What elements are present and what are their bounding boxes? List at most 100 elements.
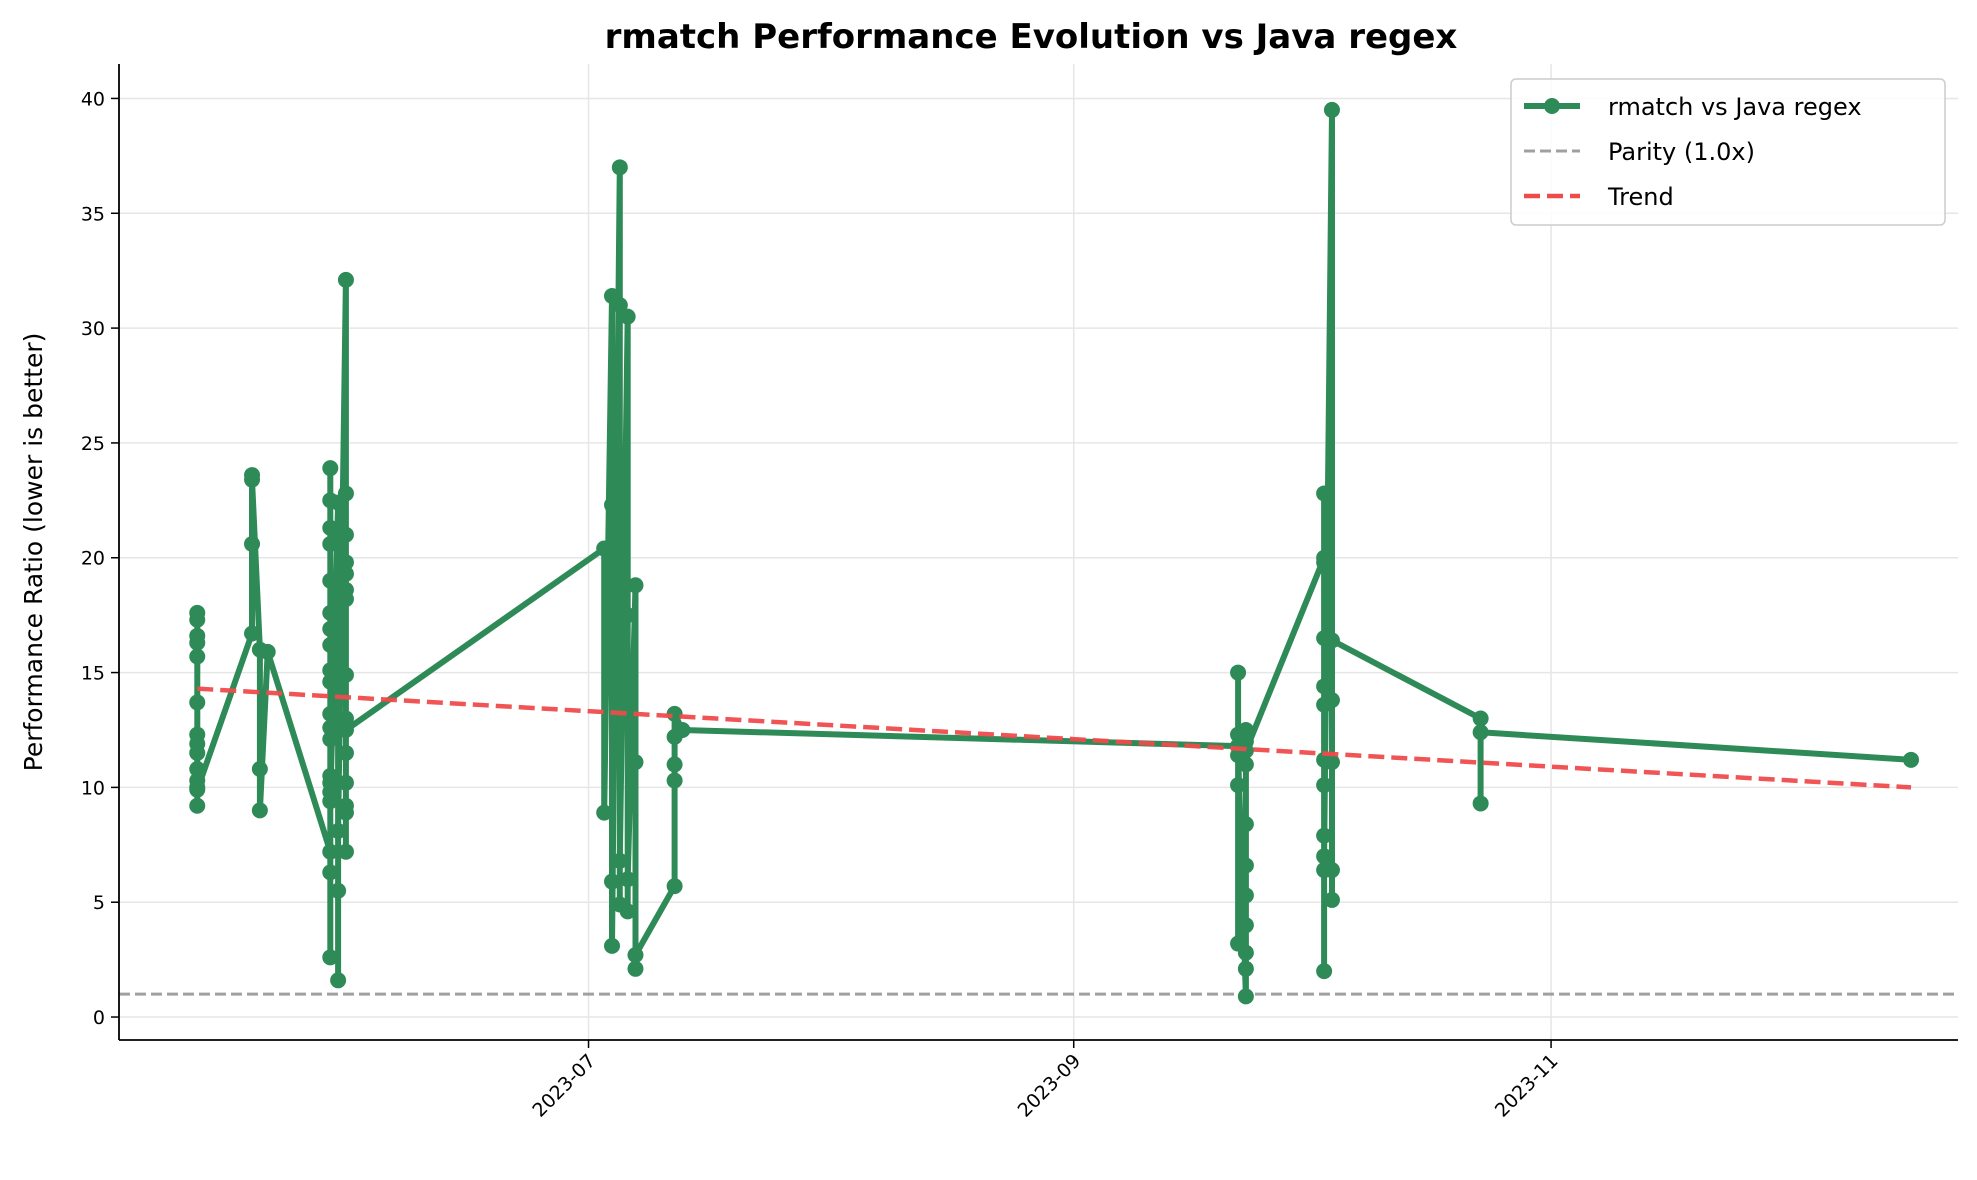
y-tick-label: 30 [81, 318, 105, 340]
data-point [189, 634, 206, 651]
data-point [1230, 777, 1247, 794]
data-point [322, 731, 339, 748]
data-point [1316, 827, 1333, 844]
data-point [322, 620, 339, 637]
data-point [244, 625, 261, 642]
data-point [330, 823, 347, 840]
data-point [1903, 751, 1920, 768]
data-point [1237, 917, 1254, 934]
data-point [611, 852, 628, 869]
x-tick-label: 2023-11 [1491, 1050, 1563, 1122]
data-point [627, 754, 644, 771]
data-point [337, 591, 354, 608]
data-point [337, 797, 354, 814]
data-point [1237, 816, 1254, 833]
y-tick-label: 15 [81, 663, 105, 685]
data-point [1316, 963, 1333, 980]
data-point [1323, 754, 1340, 771]
data-point [189, 781, 206, 798]
data-point [322, 719, 339, 736]
data-point [1472, 710, 1489, 727]
data-point [259, 643, 276, 660]
data-point [1316, 485, 1333, 502]
data-point [1323, 101, 1340, 118]
chart-title: rmatch Performance Evolution vs Java reg… [605, 17, 1458, 57]
data-point [189, 611, 206, 628]
data-point [337, 710, 354, 727]
data-point [666, 756, 683, 773]
data-point [627, 960, 644, 977]
data-point [322, 774, 339, 791]
y-tick-label: 25 [81, 433, 105, 455]
data-point [604, 496, 621, 513]
legend-items: rmatch vs Java regex Parity (1.0x) Trend [1524, 93, 1862, 211]
data-point [1472, 724, 1489, 741]
data-point [337, 554, 354, 571]
data-point [322, 793, 339, 810]
data-point [1237, 721, 1254, 738]
data-point [1323, 692, 1340, 709]
data-point [604, 937, 621, 954]
trend-line [197, 686, 1912, 790]
data-point [189, 648, 206, 665]
data-point [1237, 756, 1254, 773]
data-point [337, 485, 354, 502]
legend-label: Trend [1607, 183, 1674, 211]
data-point [604, 873, 621, 890]
data-point [1237, 857, 1254, 874]
data-point [1316, 848, 1333, 865]
data-point [1472, 795, 1489, 812]
data-point [337, 271, 354, 288]
y-tick-label: 5 [93, 892, 105, 914]
data-point [619, 308, 636, 325]
y-tick-label: 0 [93, 1007, 105, 1029]
data-point [322, 604, 339, 621]
legend-label: rmatch vs Java regex [1608, 93, 1862, 121]
legend-box [1510, 78, 1946, 226]
data-point [322, 864, 339, 881]
data-point [666, 772, 683, 789]
data-point [1323, 862, 1340, 879]
data-point [337, 774, 354, 791]
data-point [322, 519, 339, 536]
data-point [244, 471, 261, 488]
data-point [1237, 887, 1254, 904]
data-point [1237, 944, 1254, 961]
data-point [1323, 891, 1340, 908]
data-point [189, 761, 206, 778]
series-line [194, 106, 1914, 1000]
y-tick-label: 20 [81, 548, 105, 570]
data-point [322, 949, 339, 966]
data-point [330, 882, 347, 899]
data-point [244, 535, 261, 552]
data-point [322, 662, 339, 679]
data-point [337, 744, 354, 761]
data-point [1323, 632, 1340, 649]
data-point [666, 878, 683, 895]
data-point [337, 666, 354, 683]
data-point [596, 804, 613, 821]
data-point [322, 843, 339, 860]
y-tick-label: 35 [81, 203, 105, 225]
data-point [189, 744, 206, 761]
data-point [189, 797, 206, 814]
data-point [189, 694, 206, 711]
data-point [337, 526, 354, 543]
data-point [1316, 554, 1333, 571]
x-tick-label: 2023-09 [1014, 1050, 1086, 1122]
y-tick-label: 10 [81, 777, 105, 799]
data-point [322, 673, 339, 690]
data-point [322, 460, 339, 477]
y-axis-title: Performance Ratio (lower is better) [19, 333, 48, 772]
legend: rmatch vs Java regex Parity (1.0x) Trend [1510, 78, 1946, 226]
data-point [619, 903, 636, 920]
data-point [627, 947, 644, 964]
y-tick-label: 40 [81, 88, 105, 110]
data-point [1237, 988, 1254, 1005]
data-point [322, 705, 339, 722]
data-point [1230, 664, 1247, 681]
data-point [330, 972, 347, 989]
x-tick-label: 2023-07 [528, 1050, 600, 1122]
data-point [322, 637, 339, 654]
